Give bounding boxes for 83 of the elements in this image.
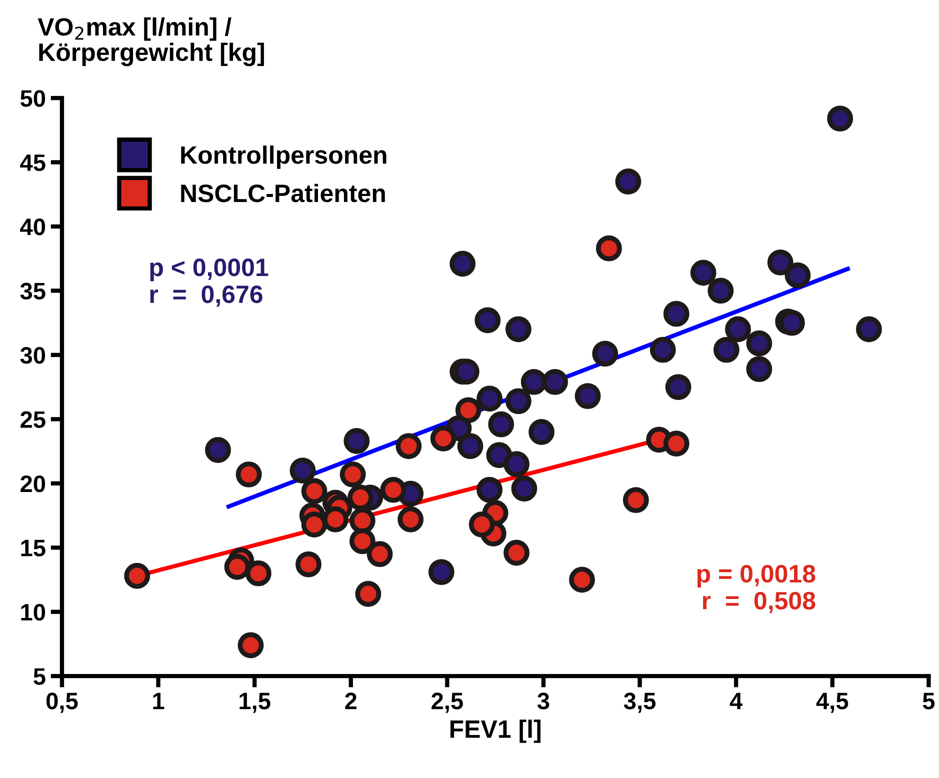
y-tick-label: 5: [34, 668, 46, 685]
point: [380, 476, 406, 503]
point: [468, 512, 495, 538]
point: [504, 451, 530, 478]
point: [650, 336, 676, 363]
point: [349, 528, 376, 554]
point: [428, 559, 454, 585]
point: [322, 506, 348, 532]
point: [476, 476, 503, 503]
point: [245, 560, 272, 586]
y-tick-label: 45: [20, 154, 46, 172]
point: [596, 235, 622, 262]
point: [856, 316, 882, 342]
annotation: p < 0,0001 r = 0,676: [150, 258, 268, 307]
x-tick-label: 1: [153, 692, 164, 710]
x-tick-label: 0,5: [46, 692, 78, 713]
point: [725, 316, 751, 342]
point: [622, 487, 649, 514]
y-tick-label: 35: [20, 282, 46, 300]
point: [574, 383, 601, 410]
point: [224, 554, 250, 580]
legend-label: NSCLC-Patienten: [181, 184, 385, 202]
point: [505, 316, 532, 342]
point: [542, 368, 568, 395]
point: [827, 106, 854, 132]
x-tick-label: 1,5: [240, 692, 270, 713]
point: [238, 632, 264, 658]
point: [746, 330, 772, 356]
point: [340, 461, 366, 488]
point: [504, 540, 530, 566]
point: [476, 386, 503, 412]
point: [505, 388, 532, 414]
point: [784, 262, 811, 288]
y-tick-label: 20: [20, 475, 46, 492]
point: [474, 307, 501, 334]
x-tick-label: 4,5: [816, 692, 848, 713]
point: [767, 249, 794, 276]
y-axis-title: VO$_{2}$max [l/min] / Körpergewicht [kg]: [38, 17, 264, 66]
y-tick-label: 10: [21, 604, 46, 621]
point: [592, 340, 618, 367]
point: [301, 512, 328, 538]
y-tick-label: 40: [20, 218, 46, 236]
x-tick-label: 2,5: [432, 692, 463, 713]
legend-label: Kontrollpersonen: [181, 146, 386, 169]
y-tick-label: 15: [21, 540, 46, 556]
point: [344, 428, 370, 454]
point: [236, 461, 262, 488]
x-tick-label: 5: [922, 692, 935, 710]
x-axis-title: FEV1 [l]: [450, 720, 540, 743]
point: [301, 478, 328, 504]
point: [430, 425, 456, 452]
point: [124, 562, 150, 589]
point: [708, 278, 734, 304]
point: [511, 476, 538, 502]
point: [665, 374, 692, 400]
point: [713, 336, 740, 363]
point: [455, 397, 482, 424]
point: [290, 458, 316, 484]
point: [690, 260, 716, 286]
x-tick-label: 3: [537, 692, 550, 710]
point: [450, 250, 476, 277]
point: [296, 551, 322, 578]
point: [528, 419, 555, 445]
point: [457, 433, 484, 460]
point: [663, 430, 690, 457]
annotation: p = 0,0018 r = 0,508: [697, 564, 816, 614]
y-tick-label: 25: [20, 411, 46, 428]
x-tick-label: 4: [730, 692, 743, 710]
point: [569, 566, 595, 593]
point: [396, 433, 422, 460]
point: [615, 168, 642, 194]
point: [663, 300, 690, 327]
point: [348, 484, 374, 510]
point: [398, 506, 424, 532]
y-tick-label: 50: [20, 90, 46, 107]
point: [355, 580, 382, 607]
point: [746, 356, 772, 382]
x-tick-label: 2: [345, 692, 356, 710]
y-tick-label: 30: [20, 347, 46, 364]
point: [205, 437, 231, 463]
point: [488, 411, 514, 438]
x-tick-label: 3,5: [624, 692, 656, 713]
point: [366, 541, 393, 568]
